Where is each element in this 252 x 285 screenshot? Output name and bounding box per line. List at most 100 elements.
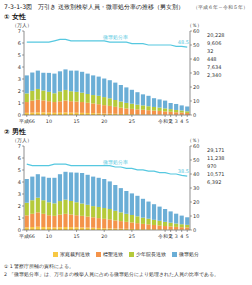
- bar-segment: [169, 226, 173, 229]
- y-tick-label: 4: [18, 64, 21, 70]
- bar-segment: [58, 71, 62, 91]
- bar-segment: [108, 98, 112, 106]
- x-tick: [181, 115, 182, 117]
- bar-segment: [130, 104, 134, 109]
- bar-segment: [25, 102, 29, 113]
- bar-segment: [135, 109, 139, 114]
- bar-segment: [91, 217, 95, 227]
- bar-segment: [63, 100, 67, 112]
- bar-segment: [58, 201, 62, 215]
- y2-tick-label: 10: [193, 213, 199, 219]
- bar-segment: [113, 100, 117, 107]
- bar-segment: [180, 105, 184, 110]
- bar-segment: [130, 193, 134, 215]
- bar-segment: [69, 113, 73, 115]
- y-tick: [22, 182, 24, 183]
- bar-segment: [146, 106, 150, 110]
- bar-segment: [124, 222, 128, 229]
- bar-segment: [74, 227, 78, 230]
- bar-segment: [74, 102, 78, 113]
- x-tick: [48, 115, 49, 117]
- x-tick-label: 25: [129, 119, 135, 124]
- bar-segment: [97, 77, 101, 96]
- bar-segment: [130, 222, 134, 228]
- bar-segment: [41, 73, 45, 91]
- bar-segment: [69, 71, 73, 92]
- bar-segment: [41, 91, 45, 101]
- bar-segment: [30, 177, 34, 201]
- bar-segment: [119, 85, 123, 102]
- bar-segment: [169, 109, 173, 112]
- bar-segment: [113, 83, 117, 100]
- bar-segment: [130, 109, 134, 114]
- y-tick-label: 2: [18, 88, 21, 94]
- y2-tick: [190, 101, 192, 102]
- bar-segment: [91, 95, 95, 103]
- x-tick: [176, 230, 177, 232]
- plot-marks: [25, 164, 190, 230]
- y-tick-label: 0: [18, 227, 21, 233]
- bar-segment: [97, 178, 101, 207]
- plot-marks: [25, 39, 190, 115]
- bar-segment: [52, 203, 56, 215]
- bar-segment: [102, 219, 106, 228]
- bar-segment: [97, 96, 101, 104]
- bar-segment: [36, 112, 40, 115]
- bar-segment: [152, 107, 156, 111]
- x-tick-label: 平成66: [19, 118, 35, 124]
- bar-segment: [52, 227, 56, 230]
- bar-segment: [119, 221, 123, 229]
- bar-segment: [157, 221, 161, 226]
- bar-segment: [141, 94, 145, 105]
- bar-segment: [47, 202, 51, 215]
- bar-segment: [124, 108, 128, 114]
- legend-swatch: [129, 252, 134, 257]
- y-tick: [22, 194, 24, 195]
- bar-segment: [69, 215, 73, 228]
- bar-segment: [80, 203, 84, 215]
- annotation: 9,606: [207, 40, 221, 46]
- bar-segment: [108, 80, 112, 98]
- bar-segment: [52, 216, 56, 228]
- bar-segment: [80, 216, 84, 228]
- bar-segment: [119, 212, 123, 221]
- bar-segment: [130, 215, 134, 222]
- bar-segment: [152, 98, 156, 107]
- bar-segment: [157, 111, 161, 114]
- rate-line: [27, 39, 187, 47]
- bar-segment: [52, 102, 56, 113]
- bar-segment: [163, 111, 167, 114]
- rate-line: [27, 164, 187, 176]
- bar-segment: [135, 105, 139, 110]
- x-tick: [104, 230, 105, 232]
- x-tick: [131, 230, 132, 232]
- y2-tick-label: 10: [193, 98, 199, 104]
- bar-segment: [25, 227, 29, 230]
- bar-segment: [102, 179, 106, 208]
- bar-segment: [74, 113, 78, 115]
- y-tick: [22, 43, 24, 44]
- bar-segment: [174, 224, 178, 227]
- annotation: 970: [207, 163, 217, 169]
- bar-segment: [119, 108, 123, 114]
- bar-segment: [36, 174, 40, 198]
- bar-segment: [108, 209, 112, 219]
- bar-segment: [113, 107, 117, 114]
- bar-segment: [36, 71, 40, 89]
- bar-segment: [80, 93, 84, 102]
- x-tick-label: 10: [46, 234, 52, 239]
- bar-segment: [135, 216, 139, 223]
- x-tick: [131, 115, 132, 117]
- bar-segment: [130, 90, 134, 104]
- annotation: 448: [207, 56, 217, 62]
- y2-tick: [190, 174, 192, 175]
- y2-tick-label: 20: [193, 199, 199, 205]
- y2-tick-label: 60: [193, 143, 199, 149]
- bar-segment: [52, 93, 56, 102]
- x-tick-label: 2: [169, 234, 172, 239]
- bar-segment: [30, 91, 34, 101]
- x-tick: [76, 115, 77, 117]
- bar-segment: [80, 72, 84, 93]
- legend-label: 少年院長送致: [136, 251, 166, 257]
- bar-segment: [180, 224, 184, 227]
